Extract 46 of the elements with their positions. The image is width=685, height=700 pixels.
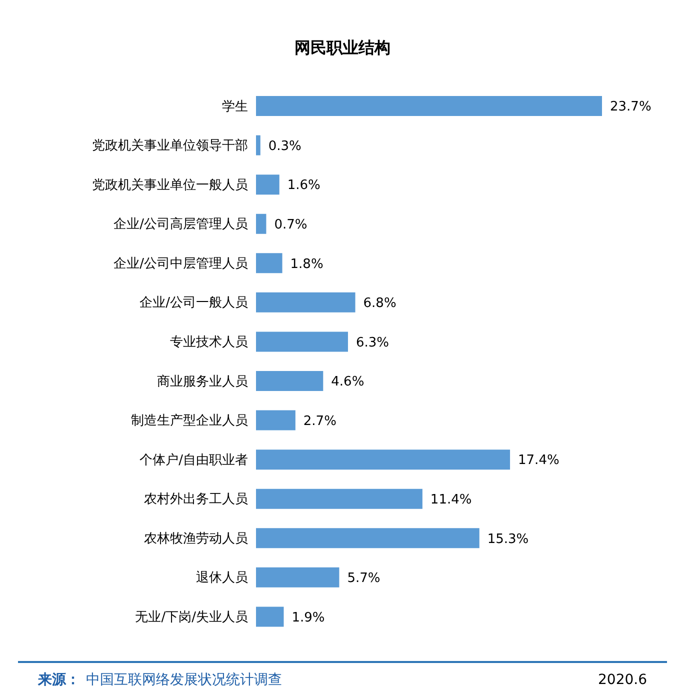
data-label: 1.6%	[287, 178, 320, 194]
chart-title: 网民职业结构	[294, 37, 392, 59]
bar	[256, 292, 356, 312]
data-label: 4.6%	[331, 374, 364, 390]
bar	[256, 528, 480, 548]
bar	[256, 450, 510, 470]
y-tick-label: 企业/公司一般人员	[140, 296, 248, 311]
bar	[256, 96, 602, 116]
data-label: 6.3%	[356, 335, 390, 350]
bar	[256, 174, 280, 195]
y-tick-label: 制造生产型企业人员	[131, 414, 248, 429]
bar	[256, 135, 260, 156]
bar	[256, 214, 266, 234]
y-tick-label: 无业/下岗/失业人员	[135, 610, 248, 625]
y-tick-label: 企业/公司高层管理人员	[114, 216, 248, 232]
data-label: 1.9%	[292, 610, 325, 626]
bar	[256, 332, 348, 352]
y-tick-label: 个体户/自由职业者	[140, 452, 248, 468]
bar	[256, 606, 284, 627]
data-label: 15.3%	[487, 532, 529, 547]
data-label: 17.4%	[518, 453, 560, 468]
bar	[256, 253, 282, 274]
y-tick-label: 农村外出务工人员	[144, 492, 248, 508]
y-tick-label: 党政机关事业单位领导干部	[92, 138, 248, 154]
y-tick-label: 学生	[222, 99, 248, 114]
y-tick-label: 农林牧渔劳动人员	[144, 531, 248, 546]
bar	[256, 488, 422, 509]
text: 中国互联网络发展状况统计调查	[86, 671, 282, 689]
data-label: 2.7%	[303, 414, 336, 429]
bar	[256, 371, 324, 391]
data-label: 1.8%	[290, 256, 324, 272]
data-label: 0.3%	[268, 138, 302, 154]
y-tick-label: 退休人员	[196, 570, 248, 586]
bar	[256, 410, 296, 430]
bar	[256, 567, 340, 588]
data-label: 5.7%	[347, 571, 380, 586]
y-tick-label: 商业服务业人员	[157, 374, 248, 390]
data-label: 11.4%	[430, 492, 472, 508]
text: 2020.6	[598, 672, 647, 688]
y-tick-label: 党政机关事业单位一般人员	[92, 178, 248, 193]
data-label: 23.7%	[610, 100, 652, 115]
y-tick-label: 专业技术人员	[170, 334, 248, 350]
source-note: 来源：	[38, 671, 80, 689]
data-label: 6.8%	[363, 296, 396, 312]
data-label: 0.7%	[274, 217, 308, 232]
y-tick-label: 企业/公司中层管理人员	[114, 256, 248, 272]
